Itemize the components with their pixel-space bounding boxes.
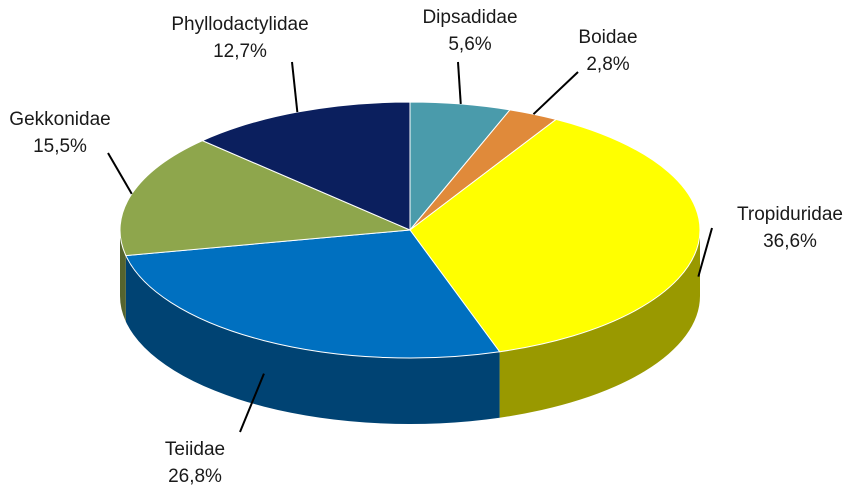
leader-line <box>239 373 265 433</box>
leader-line <box>291 61 299 113</box>
slice-value-label: 12,7% <box>213 41 267 62</box>
slice-value-label: 15,5% <box>33 136 87 157</box>
slice-value-label: 2,8% <box>586 54 629 75</box>
slice-label: Boidae <box>578 27 637 48</box>
slice-label: Tropiduridae <box>737 204 843 225</box>
slice-side <box>125 255 500 424</box>
slice <box>201 101 411 231</box>
slice-label: Gekkonidae <box>9 109 110 130</box>
slice <box>125 229 501 359</box>
slice-value-label: 26,8% <box>168 466 222 487</box>
slice-value-label: 5,6% <box>448 34 491 55</box>
slice-label: Teiidae <box>165 439 225 460</box>
slice-value-label: 36,6% <box>763 231 817 252</box>
slice <box>409 118 701 353</box>
leader-line <box>457 61 462 105</box>
slice-label: Dipsadidae <box>422 7 517 28</box>
leader-line <box>532 71 579 115</box>
slice <box>119 140 411 257</box>
leader-line <box>697 227 713 277</box>
slice-label: Phyllodactylidae <box>171 14 308 35</box>
leader-line <box>107 152 133 195</box>
slice-side <box>499 230 700 418</box>
